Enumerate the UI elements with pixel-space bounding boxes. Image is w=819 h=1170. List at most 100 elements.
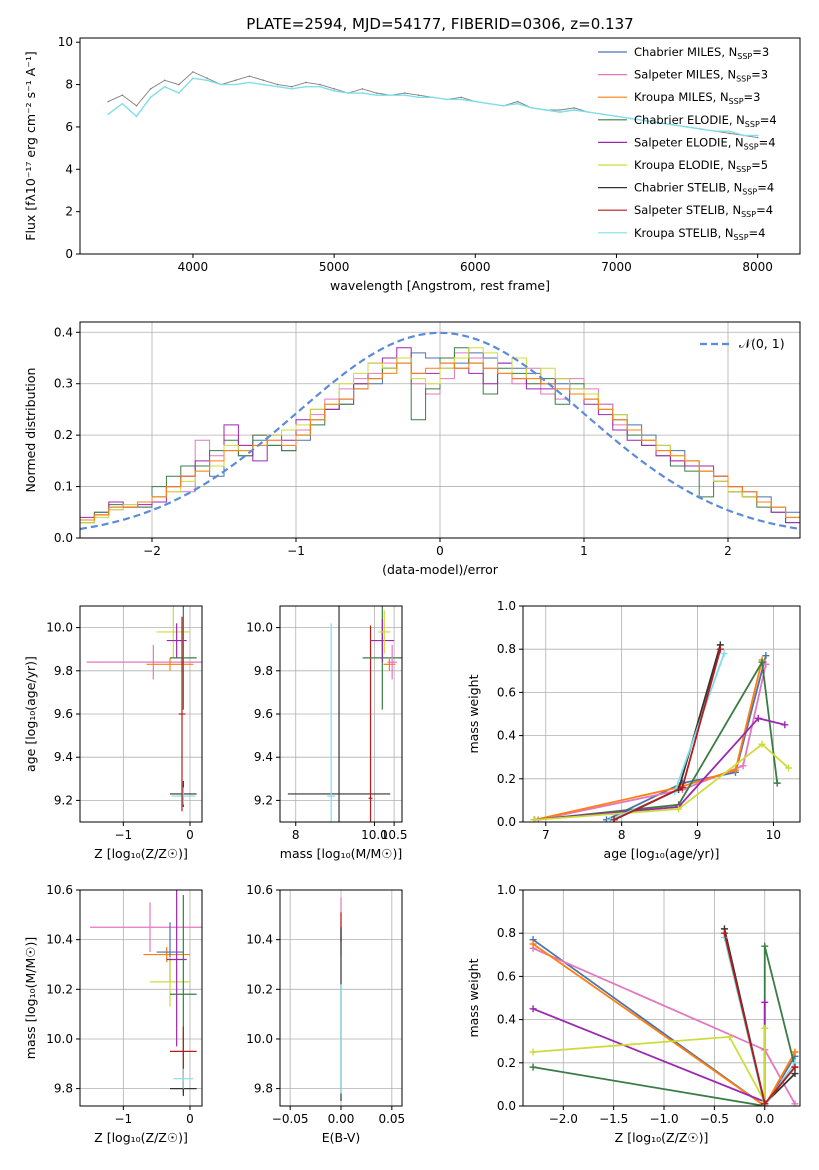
figure-title: PLATE=2594, MJD=54177, FIBERID=0306, z=0…	[246, 15, 633, 33]
axes-frame	[522, 889, 801, 1107]
y-tick-label: 10.0	[46, 621, 73, 635]
data-marker	[725, 1033, 733, 1041]
x-tick-label: 2	[724, 544, 732, 558]
y-tick-label: 0.2	[497, 772, 516, 786]
data-point	[305, 85, 307, 88]
legend-suffix: =4	[760, 113, 777, 127]
x-tick-label: 7	[542, 828, 550, 842]
data-point	[121, 102, 124, 105]
y-tick-label: 0.3	[54, 377, 73, 391]
data-point	[375, 92, 378, 94]
data-point	[389, 94, 392, 96]
axes-frame	[79, 605, 203, 823]
x-tick-label: −0.05	[272, 1112, 309, 1126]
legend-label: Kroupa ELODIE, NSSP=5	[634, 158, 768, 174]
plot-area	[287, 606, 402, 822]
x-tick-label: 9	[694, 828, 702, 842]
data-point	[573, 109, 575, 111]
y-tick-label: 0.4	[497, 729, 516, 743]
data-point	[418, 96, 420, 99]
axes-frame	[279, 889, 403, 1107]
histogram-series-3	[80, 347, 800, 524]
data-point	[290, 88, 293, 90]
series-line-6	[534, 743, 790, 821]
data-marker	[791, 1070, 799, 1078]
data-marker	[530, 816, 538, 822]
y-tick-label: 4	[65, 162, 73, 176]
data-point	[601, 113, 604, 116]
legend-suffix: =5	[751, 158, 768, 172]
x-tick-label: −1	[114, 828, 132, 842]
y-tick-label: 9.2	[254, 793, 273, 807]
chart-panel-3: −1 0 9.2 9.4 9.6 9.8 10.0 Z [log₁₀(Z/Z☉)] age [l…	[23, 605, 203, 861]
y-tick-label: 10	[58, 35, 73, 49]
data-point	[460, 96, 462, 99]
data-marker	[761, 1100, 769, 1106]
y-axis-label: mass weight	[466, 958, 481, 1037]
data-point	[587, 111, 590, 113]
y-tick-label: 9.6	[54, 707, 73, 721]
y-tick-label: 10.0	[246, 1032, 273, 1046]
y-axis-label: age [log₁₀(age/yr)]	[23, 656, 38, 772]
x-tick-label: 4000	[178, 260, 209, 274]
legend-subscript: SSP	[736, 165, 751, 174]
data-marker	[762, 652, 770, 660]
data-point	[516, 102, 519, 105]
y-tick-label: 0	[65, 247, 73, 261]
data-marker	[720, 929, 728, 937]
data-point	[530, 107, 533, 109]
data-point	[629, 117, 632, 120]
data-point	[305, 81, 307, 84]
series-line-3	[532, 943, 796, 1106]
data-marker	[754, 714, 762, 722]
x-tick-label: 10	[766, 828, 781, 842]
data-point	[192, 71, 194, 73]
chart-panel-2: −2 −1 0 1 2 0.0 0.1 0.2 0.3 0.4 (data-model)/error…	[23, 321, 801, 577]
data-marker	[761, 1024, 769, 1032]
series-line-1	[532, 938, 796, 1106]
data-marker	[773, 779, 781, 787]
y-tick-label: 6	[65, 120, 73, 134]
data-point	[361, 92, 364, 94]
y-tick-label: 0.1	[54, 480, 73, 494]
plot-area	[80, 331, 800, 531]
y-tick-label: 2	[65, 205, 73, 219]
axes-frame	[79, 889, 203, 1107]
y-tick-label: 0.2	[54, 428, 73, 442]
y-axis-label: mass weight	[466, 674, 481, 753]
data-marker	[758, 658, 766, 666]
x-tick-label: 8	[618, 828, 626, 842]
legend-label: Salpeter ELODIE, NSSP=4	[634, 135, 776, 151]
data-point	[290, 85, 293, 88]
legend-subscript: SSP	[737, 52, 752, 61]
data-marker	[678, 783, 686, 791]
data-point	[403, 94, 406, 96]
data-point	[319, 83, 321, 86]
data-point	[107, 113, 110, 116]
y-axis-label: Normed distribution	[23, 368, 38, 493]
data-point	[742, 134, 745, 137]
data-point	[361, 88, 364, 90]
data-point	[502, 104, 505, 107]
data-point	[163, 79, 166, 82]
legend-subscript: SSP	[742, 188, 757, 197]
y-tick-label: 9.4	[254, 750, 273, 764]
y-tick-label: 9.8	[54, 1082, 73, 1096]
x-tick-label: 1	[580, 544, 588, 558]
legend-suffix: =4	[749, 226, 766, 240]
data-point	[488, 102, 491, 105]
x-tick-label: −1.0	[649, 1112, 678, 1126]
series-line-3	[534, 659, 763, 821]
plot-area	[86, 606, 202, 812]
data-point	[728, 130, 731, 132]
legend-label: Chabrier ELODIE, NSSP=4	[634, 113, 777, 129]
y-tick-label: 10.6	[46, 883, 73, 897]
x-axis-label: mass [log₁₀(M/M☉)]	[280, 846, 402, 861]
y-tick-label: 0.4	[54, 325, 73, 339]
data-marker	[610, 816, 618, 822]
x-tick-label: −1	[114, 1112, 132, 1126]
data-point	[728, 132, 731, 135]
data-marker	[675, 805, 683, 813]
legend-subscript: SSP	[745, 120, 760, 129]
y-tick-label: 0.8	[497, 642, 516, 656]
